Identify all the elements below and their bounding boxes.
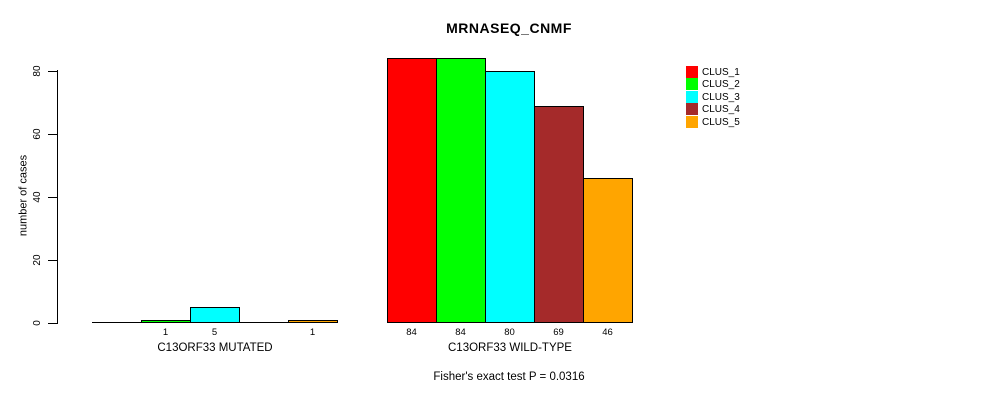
bar-clus-2-c13orf33-wild-type xyxy=(436,58,486,323)
legend-swatch-clus-5 xyxy=(686,116,698,128)
y-tick-label-0: 0 xyxy=(32,320,43,326)
y-tick-label-20: 20 xyxy=(32,254,43,266)
bar-value-label-clus-5-c13orf33-wild-type: 46 xyxy=(602,327,613,338)
bar-clus-1-c13orf33-wild-type xyxy=(387,58,437,323)
bar-value-label-clus-3-c13orf33-wild-type: 80 xyxy=(504,327,515,338)
y-axis-label: number of cases xyxy=(18,136,31,256)
legend-swatch-clus-1 xyxy=(686,66,698,78)
y-tick-0 xyxy=(48,323,58,324)
y-tick-40 xyxy=(48,197,58,198)
legend-label-clus-5: CLUS_5 xyxy=(702,117,740,128)
bar-value-label-clus-2-c13orf33-mutated: 1 xyxy=(162,327,169,338)
y-tick-label-80: 80 xyxy=(32,65,43,77)
y-axis-line xyxy=(57,70,58,323)
legend-label-clus-3: CLUS_3 xyxy=(702,92,740,103)
bar-value-label-clus-3-c13orf33-mutated: 5 xyxy=(211,327,218,338)
y-tick-label-40: 40 xyxy=(32,191,43,203)
y-tick-60 xyxy=(48,134,58,135)
chart-title: MRNASEQ_CNMF xyxy=(446,20,572,36)
bar-value-label-clus-5-c13orf33-mutated: 1 xyxy=(309,327,316,338)
legend-label-clus-1: CLUS_1 xyxy=(702,67,740,78)
fisher-test-annotation: Fisher's exact test P = 0.0316 xyxy=(433,371,585,383)
bar-value-label-clus-2-c13orf33-wild-type: 84 xyxy=(455,327,466,338)
bar-clus-3-c13orf33-mutated xyxy=(190,307,240,323)
y-axis-label-text: number of cases xyxy=(17,154,30,237)
bar-clus-4-c13orf33-wild-type xyxy=(534,106,584,323)
bar-clus-3-c13orf33-wild-type xyxy=(485,71,535,323)
y-tick-80 xyxy=(48,71,58,72)
bar-value-label-clus-4-c13orf33-wild-type: 69 xyxy=(553,327,564,338)
y-tick-label-60: 60 xyxy=(32,128,43,140)
legend-swatch-clus-2 xyxy=(686,78,698,90)
category-label-wild-type: C13ORF33 WILD-TYPE xyxy=(448,342,572,354)
legend-swatch-clus-4 xyxy=(686,103,698,115)
bar-clus-5-c13orf33-mutated xyxy=(288,320,338,323)
y-tick-20 xyxy=(48,260,58,261)
legend-swatch-clus-3 xyxy=(686,91,698,103)
category-label-mutated: C13ORF33 MUTATED xyxy=(157,342,273,354)
bar-clus-2-c13orf33-mutated xyxy=(141,320,191,323)
legend-label-clus-2: CLUS_2 xyxy=(702,79,740,90)
bar-clus-5-c13orf33-wild-type xyxy=(583,178,633,323)
legend-label-clus-4: CLUS_4 xyxy=(702,104,740,115)
bar-value-label-clus-1-c13orf33-wild-type: 84 xyxy=(406,327,417,338)
